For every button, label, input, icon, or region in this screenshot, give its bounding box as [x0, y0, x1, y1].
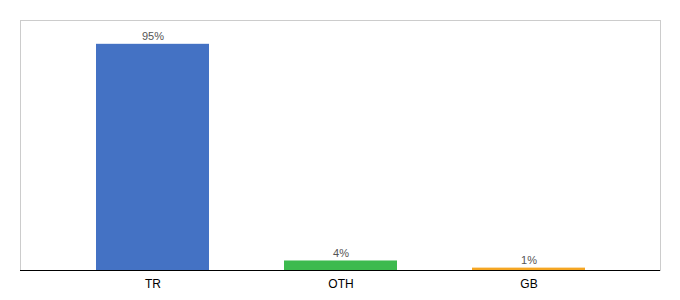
svg-text:OTH: OTH	[328, 277, 353, 291]
svg-text:GB: GB	[520, 277, 537, 291]
svg-text:95%: 95%	[142, 30, 164, 42]
svg-text:4%: 4%	[333, 246, 349, 258]
svg-text:1%: 1%	[521, 254, 537, 266]
svg-text:TR: TR	[145, 277, 161, 291]
